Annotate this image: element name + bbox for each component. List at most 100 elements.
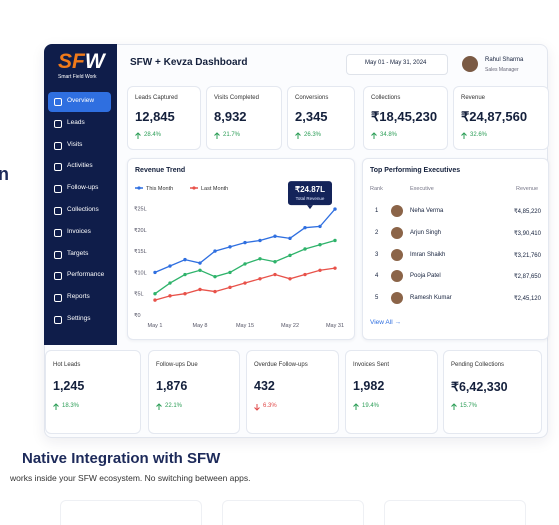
kpi-change: 18.3% [62, 403, 80, 409]
date-range: May 01 - May 31, 2024 [365, 60, 427, 66]
kpi-card [443, 350, 542, 434]
nav-icon [54, 316, 62, 324]
kpi-card [453, 86, 549, 150]
faint-card [222, 500, 364, 525]
exec-name: Ramesh Kumar [410, 295, 452, 302]
kpi-card [127, 86, 201, 150]
exec-avatar [391, 205, 403, 217]
table-header: Revenue [516, 186, 539, 192]
nav-item[interactable]: Leads [67, 118, 85, 126]
kpi-label: Revenue [461, 95, 486, 101]
faint-card [60, 500, 202, 525]
performers-panel [362, 158, 549, 340]
kpi-change: 19.4% [362, 403, 380, 409]
kpi-label: Invoices Sent [353, 362, 390, 368]
nav-item[interactable]: Overview [67, 97, 95, 104]
footer-title: Native Integration with SFW [22, 450, 221, 467]
tagline: Smart Field Work [58, 74, 97, 80]
kpi-change: 22.1% [165, 403, 183, 409]
avatar [462, 56, 478, 72]
kpi-card [45, 350, 141, 434]
table-header: Rank [370, 186, 383, 192]
rank: 3 [375, 251, 379, 258]
exec-avatar [391, 226, 403, 239]
exec-avatar [391, 248, 403, 261]
exec-revenue: ₹4,85,220 [513, 209, 541, 215]
exec-name: Arjun Singh [410, 229, 442, 236]
kpi-label: Hot Leads [53, 362, 81, 368]
nav-icon [54, 272, 62, 281]
exec-avatar [391, 270, 403, 283]
kpi-change: 26.3% [304, 132, 322, 138]
exec-name: Pooja Patel [410, 273, 441, 280]
rank: 5 [375, 295, 379, 302]
rank: 2 [375, 229, 379, 236]
nav-item[interactable]: Follow-ups [67, 184, 99, 192]
header-title: SFW + Kevza Dashboard [130, 57, 248, 68]
logo-main: SF [58, 50, 85, 73]
kpi-change: 6.3% [263, 403, 277, 409]
kpi-card [345, 350, 438, 434]
kpi-change: 34.8% [380, 132, 398, 138]
nav-active [48, 92, 111, 112]
nav-icon [54, 228, 62, 237]
user-name: Rahul Sharma [485, 57, 524, 63]
kpi-value: 432 [254, 379, 275, 393]
rank: 4 [375, 273, 379, 280]
nav-item[interactable]: Targets [67, 249, 89, 257]
nav-icon [54, 141, 62, 150]
nav-item[interactable]: Collections [67, 206, 99, 213]
logo: SFW [58, 50, 105, 74]
exec-revenue: ₹3,21,760 [513, 252, 541, 259]
kpi-value: 1,876 [156, 379, 188, 393]
kpi-change: 21.7% [223, 132, 241, 138]
logo-accent: W [84, 50, 105, 73]
kpi-label: Leads Captured [135, 95, 178, 101]
kpi-value: ₹24,87,560 [461, 109, 528, 124]
nav-icon [54, 98, 62, 106]
kpi-change: 15.7% [460, 403, 478, 409]
nav-icon [54, 294, 62, 303]
kpi-label: Overdue Follow-ups [254, 362, 308, 368]
kpi-value: 1,245 [53, 379, 85, 393]
kpi-value: 2,345 [295, 109, 328, 124]
revenue-panel [127, 158, 355, 340]
user-role: Sales Manager [485, 67, 519, 73]
table-header: Executive [410, 186, 434, 192]
nav-item[interactable]: Activities [67, 162, 93, 170]
nav-item[interactable]: Invoices [67, 227, 91, 235]
kpi-label: Conversions [295, 95, 329, 101]
performers-title: Top Performing Executives [370, 167, 461, 174]
nav-icon [54, 163, 62, 172]
kpi-value: ₹18,45,230 [371, 109, 438, 124]
exec-revenue: ₹2,87,650 [513, 274, 541, 281]
kpi-value: 1,982 [353, 379, 385, 393]
kpi-card [246, 350, 339, 434]
rank: 1 [375, 208, 379, 214]
date-picker[interactable] [346, 54, 448, 75]
kpi-value: 12,845 [135, 109, 175, 124]
chart-title: Revenue Trend [135, 167, 186, 174]
exec-name: Neha Verma [410, 208, 444, 214]
kpi-value: ₹6,42,330 [451, 380, 508, 394]
kpi-change: 32.6% [470, 132, 488, 138]
exec-name: Imran Shaikh [410, 251, 446, 258]
nav-item[interactable]: Settings [67, 315, 91, 322]
nav-item[interactable]: Performance [67, 271, 105, 279]
fragment: n [0, 164, 9, 184]
nav-icon [54, 207, 62, 215]
faint-card [384, 500, 526, 525]
nav-icon [54, 250, 62, 259]
kpi-card [287, 86, 355, 150]
kpi-card [148, 350, 240, 434]
nav-icon [54, 119, 62, 128]
kpi-label: Collections [371, 95, 401, 101]
nav-icon [54, 185, 62, 194]
nav-item[interactable]: Reports [67, 293, 90, 301]
nav-item[interactable]: Visits [67, 140, 83, 148]
exec-revenue: ₹2,45,120 [513, 296, 541, 303]
kpi-label: Visits Completed [214, 95, 259, 101]
view-all[interactable]: View All → [370, 319, 401, 326]
kpi-card [206, 86, 282, 150]
